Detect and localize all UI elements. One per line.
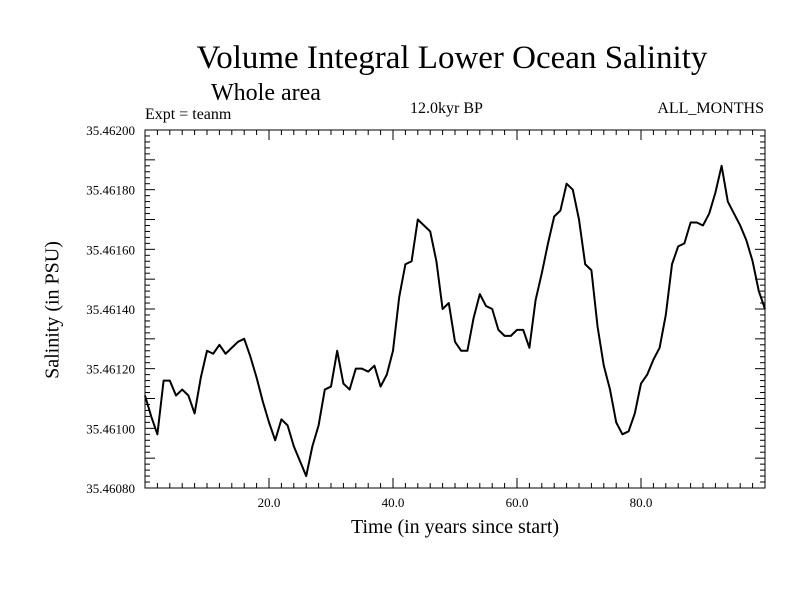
x-tick-label: 60.0 [506, 495, 529, 510]
period-label: 12.0kyr BP [410, 100, 483, 117]
plot-frame [144, 129, 766, 489]
y-tick-label: 35.46140 [86, 302, 135, 317]
y-tick-label: 35.46100 [86, 421, 135, 436]
series-group [144, 164, 766, 478]
y-tick-label: 35.46120 [86, 362, 135, 377]
x-tick-label: 40.0 [382, 495, 405, 510]
x-axis-label: Time (in years since start) [350, 516, 560, 538]
axis-ticks [145, 130, 765, 488]
series-line [144, 164, 766, 478]
chart-title: Volume Integral Lower Ocean Salinity [196, 40, 708, 76]
chart-subtitle: Whole area [211, 80, 321, 106]
y-tick-label: 35.46080 [86, 481, 135, 496]
x-tick-label: 20.0 [258, 495, 281, 510]
tick-labels: 20.0 40.0 60.0 80.0 35.46080 35.46100 35.46120… [86, 123, 652, 510]
y-tick-label: 35.46200 [86, 123, 135, 138]
experiment-label: Expt = teanm [145, 106, 232, 123]
y-tick-label: 35.46180 [86, 183, 135, 198]
x-tick-label: 80.0 [630, 495, 653, 510]
months-label: ALL_MONTHS [657, 100, 764, 117]
y-tick-label: 35.46160 [86, 242, 135, 257]
